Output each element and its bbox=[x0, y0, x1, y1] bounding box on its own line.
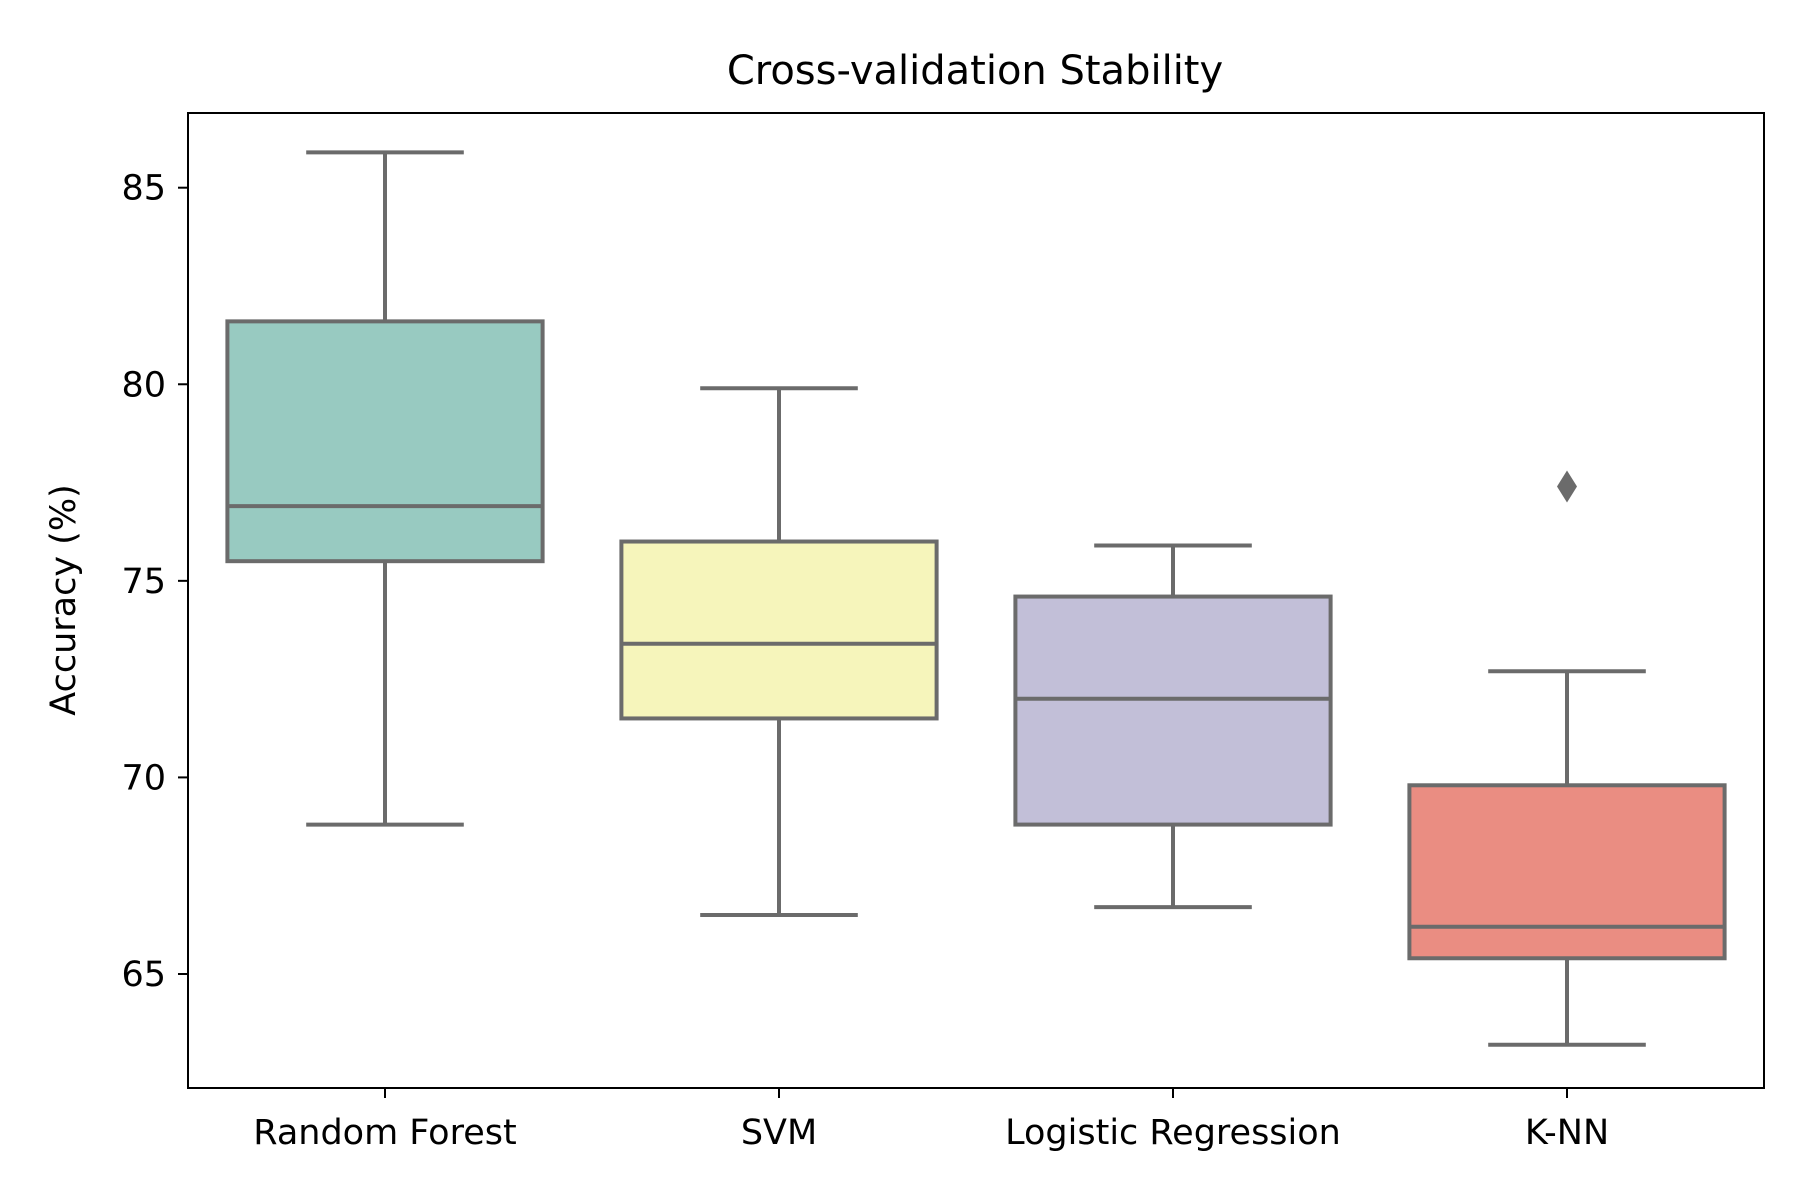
y-tick-label: 80 bbox=[121, 365, 166, 405]
x-tick-label: Random Forest bbox=[253, 1113, 516, 1153]
y-tick-label: 75 bbox=[121, 562, 166, 602]
x-tick-label: K-NN bbox=[1525, 1113, 1609, 1153]
box-body bbox=[619, 539, 939, 721]
chart-title: Cross-validation Stability bbox=[727, 48, 1223, 94]
y-tick-label: 85 bbox=[121, 169, 166, 209]
plot-frame bbox=[187, 112, 1765, 1089]
box-body bbox=[1407, 783, 1727, 961]
box-body bbox=[225, 319, 545, 564]
box-body bbox=[1013, 594, 1333, 827]
outlier-point bbox=[1557, 470, 1577, 503]
y-axis-label: Accuracy (%) bbox=[44, 484, 84, 715]
x-tick-label: SVM bbox=[741, 1113, 817, 1153]
x-tick-label: Logistic Regression bbox=[1005, 1113, 1341, 1153]
y-tick-label: 65 bbox=[121, 955, 166, 995]
plot-area: 65 70 75 80 85 Random Forest SVM Logistic Regre… bbox=[121, 150, 1727, 1153]
y-tick-label: 70 bbox=[121, 758, 166, 798]
